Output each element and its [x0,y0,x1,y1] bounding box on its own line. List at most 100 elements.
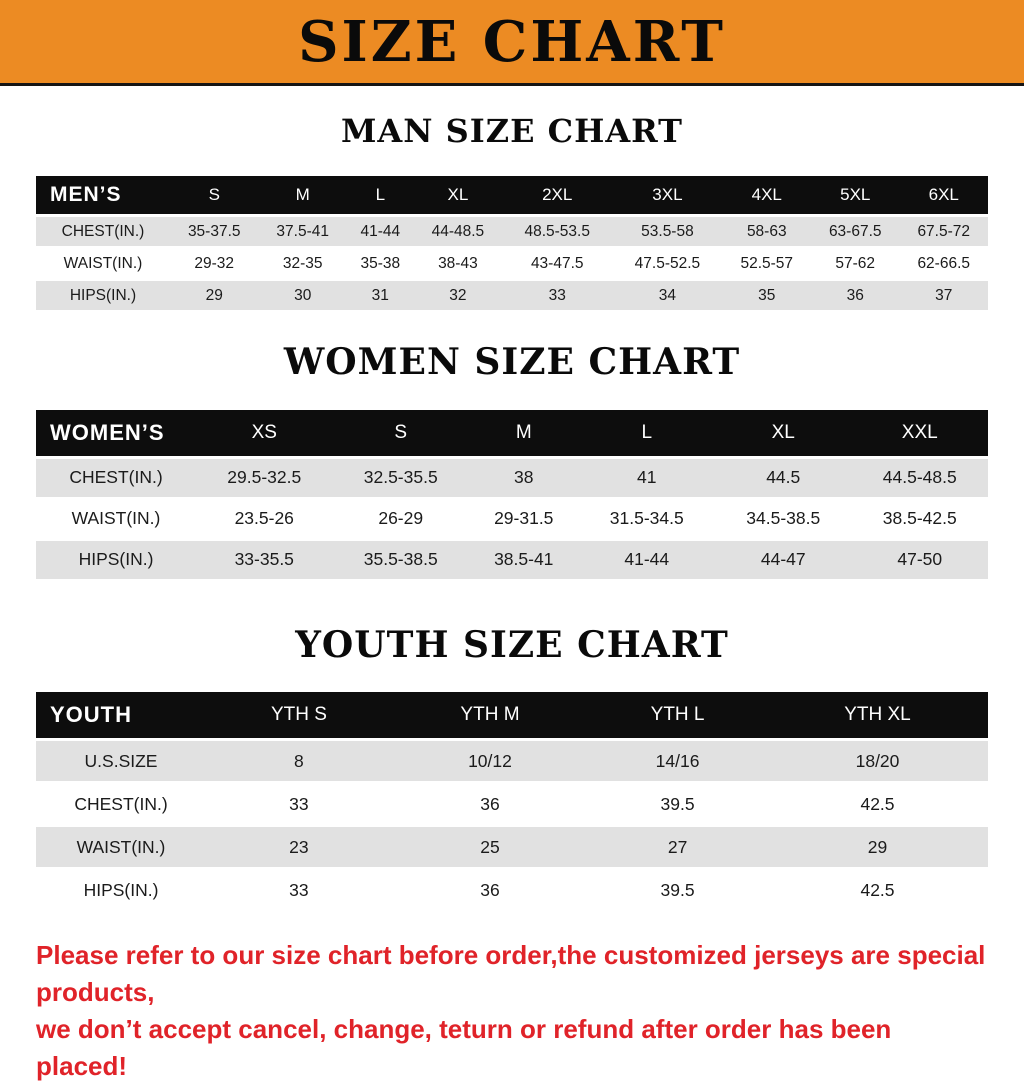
size-table-row: U.S.SIZE 8 10/12 14/16 18/20 [36,741,988,782]
size-value-cell: 32.5-35.5 [332,458,469,497]
size-value-cell: 18/20 [767,741,988,782]
size-table-row: HIPS(IN.) 33-35.5 35.5-38.5 38.5-41 41-44 44-… [36,540,988,579]
size-value-cell: 35-38 [360,254,401,272]
table-title-cell: YOUTH [36,692,206,739]
size-value-cell: 38 [468,458,579,497]
size-value-cell: 42.5 [860,879,895,900]
size-column-header: S [332,409,469,456]
measure-label-cell: CHEST(IN.) [74,793,168,814]
size-value-cell: 62-66.5 [917,254,971,272]
men-section-heading: MAN SIZE CHART [341,112,683,150]
size-value-cell: 43-47.5 [530,254,584,272]
size-column-header: XXL [851,409,988,456]
size-value-cell: 31 [346,281,414,311]
size-value-cell: 57-62 [835,254,876,272]
size-column-header: L [578,409,715,456]
size-column-header: YTH M [391,692,589,739]
youth-section-heading: YOUTH SIZE CHART [295,623,729,666]
size-value-cell: 47-50 [851,540,988,579]
size-value-cell: 36 [480,879,500,900]
size-value-cell: 44-48.5 [413,217,503,247]
size-column-header: L [346,176,414,215]
measure-label-cell: CHEST(IN.) [36,458,196,497]
size-value-cell: 58-63 [722,217,811,247]
measure-label-cell: WAIST(IN.) [36,827,206,868]
size-value-cell: 36 [480,793,500,814]
size-value-cell: 42.5 [860,793,895,814]
size-column-header: YTH S [206,692,392,739]
size-value-cell: 41-44 [346,217,414,247]
women-size-section: WOMEN SIZE CHART WOMEN’S XS S M L XL XXL CHEST(… [0,343,1024,582]
size-value-cell: 35.5-38.5 [332,540,469,579]
size-column-header: XS [196,409,333,456]
size-value-cell: 8 [206,741,392,782]
size-column-header: 2XL [502,176,613,215]
size-table-row: WAIST(IN.) 23 25 27 29 [36,827,988,868]
size-value-cell: 35 [722,281,811,311]
size-value-cell: 47.5-52.5 [634,254,701,272]
size-value-cell: 23 [206,827,392,868]
size-value-cell: 30 [258,281,347,311]
size-column-header: YTH XL [767,692,988,739]
size-value-cell: 33 [289,793,309,814]
size-value-cell: 44.5 [715,458,852,497]
size-table-row: WAIST(IN.) 29-32 32-35 35-38 38-43 43-47.5 47.… [36,249,988,278]
measure-label-cell: HIPS(IN.) [36,540,196,579]
size-column-header: 6XL [899,176,988,215]
size-value-cell: 34 [612,281,723,311]
size-table-row: HIPS(IN.) 33 36 39.5 42.5 [36,870,988,910]
size-column-header: XL [413,176,503,215]
size-table-row: CHEST(IN.) 29.5-32.5 32.5-35.5 38 41 44.5 44.5… [36,458,988,497]
size-value-cell: 34.5-38.5 [746,508,821,529]
size-value-cell: 33 [502,281,613,311]
measure-label-cell: WAIST(IN.) [63,254,143,272]
size-table-header-row: WOMEN’S XS S M L XL XXL [36,409,988,456]
size-column-header: XL [715,409,852,456]
size-table-row: CHEST(IN.) 35-37.5 37.5-41 41-44 44-48.5 48.5… [36,217,988,247]
size-value-cell: 44-47 [715,540,852,579]
size-value-cell: 29-32 [194,254,235,272]
size-value-cell: 29.5-32.5 [196,458,333,497]
measure-label-cell: HIPS(IN.) [36,281,170,311]
size-table-row: CHEST(IN.) 33 36 39.5 42.5 [36,784,988,824]
size-column-header: 5XL [811,176,900,215]
notice-line: Please refer to our size chart before or… [36,940,986,1008]
size-value-cell: 44.5-48.5 [851,458,988,497]
size-value-cell: 39.5 [660,793,695,814]
banner: SIZE CHART [0,0,1024,86]
size-column-header: 4XL [722,176,811,215]
table-title-cell: WOMEN’S [36,409,196,456]
women-section-heading: WOMEN SIZE CHART [283,341,741,384]
size-value-cell: 33-35.5 [196,540,333,579]
size-value-cell: 52.5-57 [740,254,794,272]
size-value-cell: 41 [578,458,715,497]
table-title-cell: MEN’S [36,176,170,215]
measure-label-cell: HIPS(IN.) [83,879,159,900]
size-table-row: WAIST(IN.) 23.5-26 26-29 29-31.5 31.5-34.5 34… [36,500,988,538]
size-value-cell: 38-43 [438,254,478,272]
size-value-cell: 29 [767,827,988,868]
size-value-cell: 39.5 [660,879,695,900]
size-value-cell: 33 [289,879,309,900]
measure-label-cell: CHEST(IN.) [36,217,170,247]
women-size-table: WOMEN’S XS S M L XL XXL CHEST(IN.) 29.5-32.5 32.5… [36,407,988,582]
size-column-header: 3XL [612,176,723,215]
size-value-cell: 27 [588,827,768,868]
size-value-cell: 53.5-58 [612,217,723,247]
men-size-table: MEN’S S M L XL 2XL 3XL 4XL 5XL 6XL CHEST(IN.) 35-37… [36,173,988,313]
size-value-cell: 35-37.5 [170,217,259,247]
size-value-cell: 36 [811,281,900,311]
size-value-cell: 38.5-41 [468,540,579,579]
size-column-header: YTH L [588,692,768,739]
size-value-cell: 23.5-26 [234,508,294,529]
men-size-section: MAN SIZE CHART MEN’S S M L XL 2XL 3XL 4XL 5XL 6XL… [0,112,1024,313]
size-value-cell: 14/16 [588,741,768,782]
notice-line: we don’t accept cancel, change, teturn o… [36,1014,892,1082]
size-column-header: M [258,176,347,215]
size-value-cell: 29-31.5 [494,508,554,529]
size-value-cell: 37.5-41 [258,217,347,247]
youth-size-table: YOUTH YTH S YTH M YTH L YTH XL U.S.SIZE 8 10/12… [36,689,988,913]
size-table-header-row: YOUTH YTH S YTH M YTH L YTH XL [36,692,988,739]
size-value-cell: 10/12 [391,741,589,782]
